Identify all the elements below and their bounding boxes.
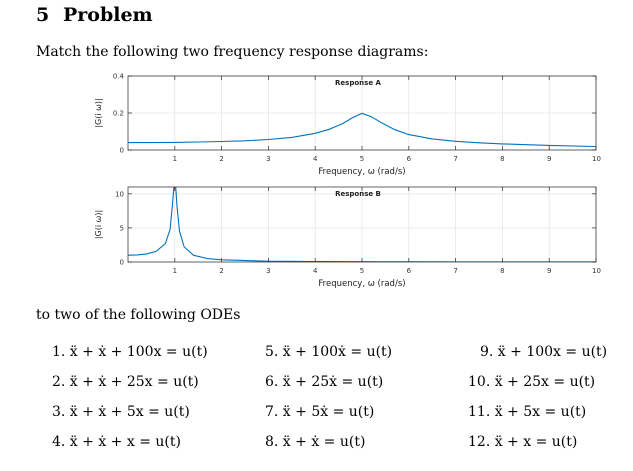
y-tick-label: 0: [120, 259, 124, 267]
x-tick-label: 9: [547, 155, 551, 163]
chart-response-b: 1 2 3 4 5 6 7 8 9 10 0 5 10 Response B Frequency, ω (r…: [94, 186, 601, 289]
x-tick-label: 8: [500, 267, 504, 275]
odes-intro-text: to two of the following ODEs: [36, 307, 241, 323]
y-axis-label: |G(i ω)|: [94, 98, 103, 127]
x-tick-label: 9: [547, 267, 551, 275]
x-tick-label: 3: [266, 267, 270, 275]
x-tick-label: 2: [219, 267, 223, 275]
section-number: 5: [36, 4, 50, 26]
ode-item: 9. ẍ + 100x = u(t): [480, 344, 608, 360]
x-tick-label: 8: [500, 155, 504, 163]
section-heading: 5 Problem: [36, 4, 153, 26]
x-tick-label: 5: [360, 155, 364, 163]
ode-item: 12. ẍ + x = u(t): [468, 434, 578, 450]
y-tick-label: 0.2: [113, 110, 124, 118]
ode-item: 11. ẍ + 5x = u(t): [468, 404, 587, 420]
x-tick-label: 6: [407, 267, 412, 275]
ode-item: 5. ẍ + 100ẋ = u(t): [265, 344, 393, 360]
y-tick-label: 0: [120, 147, 124, 155]
series-line: [128, 112, 596, 148]
x-tick-label: 1: [173, 155, 177, 163]
x-axis-label: Frequency, ω (rad/s): [318, 167, 405, 177]
ode-item: 2. ẍ + ẋ + 25x = u(t): [52, 374, 199, 390]
x-tick-label: 6: [407, 155, 412, 163]
x-tick-label: 1: [173, 267, 177, 275]
ode-item: 7. ẍ + 5ẋ = u(t): [265, 404, 375, 420]
y-tick-label: 0.4: [113, 73, 125, 81]
intro-text: Match the following two frequency respon…: [36, 44, 429, 60]
x-tick-label: 10: [592, 155, 601, 163]
ode-item: 10. ẍ + 25x = u(t): [468, 374, 596, 390]
x-axis-label: Frequency, ω (rad/s): [318, 279, 405, 289]
chart-title: Response A: [335, 79, 381, 87]
x-tick-label: 4: [313, 267, 318, 275]
x-tick-label: 7: [453, 155, 457, 163]
y-tick-label: 10: [115, 190, 124, 198]
y-axis-label: |G(i ω)|: [94, 210, 103, 239]
ode-item: 6. ẍ + 25ẋ = u(t): [265, 374, 384, 390]
ode-item: 8. ẍ + ẋ = u(t): [265, 434, 366, 450]
x-tick-label: 5: [360, 267, 364, 275]
x-tick-label: 2: [219, 155, 223, 163]
x-tick-label: 10: [592, 267, 601, 275]
y-tick-label: 5: [120, 224, 124, 232]
ode-item: 1. ẍ + ẋ + 100x = u(t): [52, 344, 208, 360]
x-tick-label: 4: [313, 155, 318, 163]
section-title: Problem: [63, 4, 153, 26]
chart-response-a: 1 2 3 4 5 6 7 8 9 10 0 0.2 0.4 Response A Frequency, ω…: [94, 73, 601, 178]
ode-item: 4. ẍ + ẋ + x = u(t): [52, 434, 181, 450]
ode-item: 3. ẍ + ẋ + 5x = u(t): [52, 404, 190, 420]
x-tick-label: 3: [266, 155, 270, 163]
chart-title: Response B: [335, 190, 381, 198]
x-tick-label: 7: [453, 267, 457, 275]
